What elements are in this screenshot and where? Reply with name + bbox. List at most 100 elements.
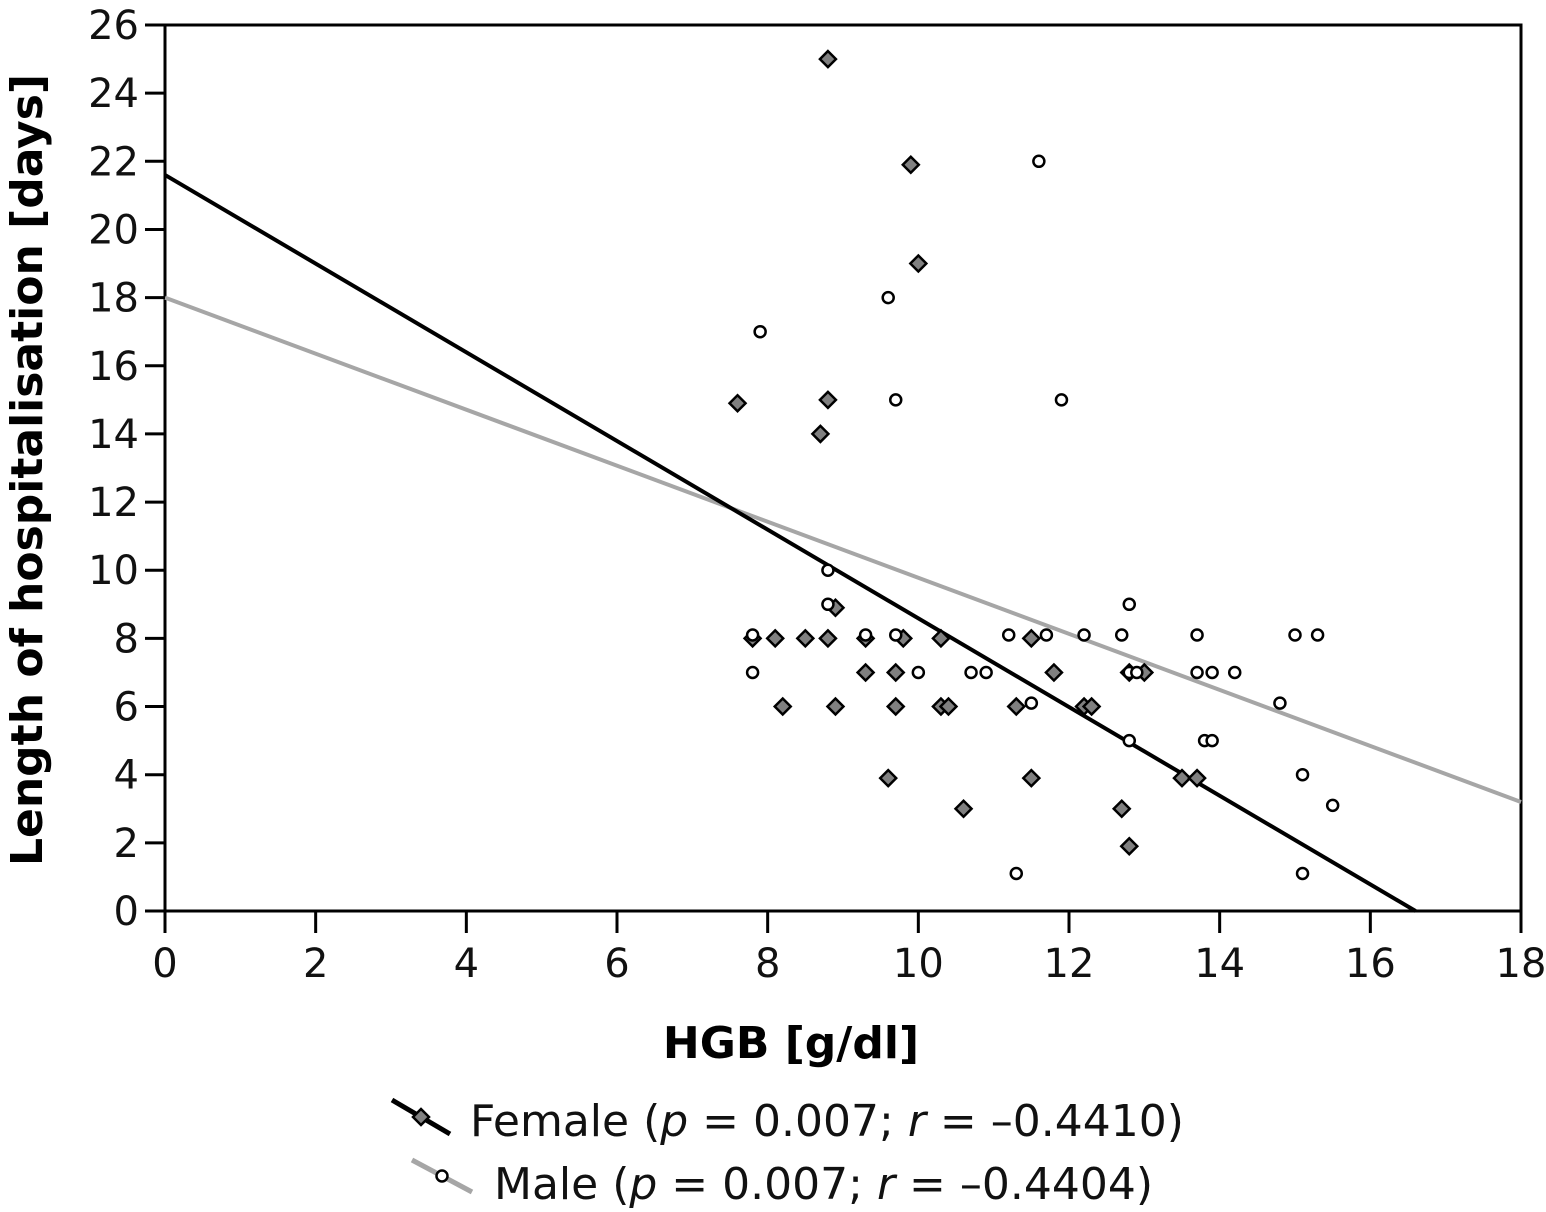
- female-point: [1021, 628, 1042, 649]
- male-legend-label: Male (p = 0.007; r = –0.4404): [494, 1159, 1153, 1210]
- y-tick-label: 22: [88, 139, 139, 185]
- y-tick-label: 6: [114, 685, 139, 731]
- male-point: [1039, 628, 1054, 642]
- female-legend-p-symbol: p: [659, 1096, 688, 1147]
- female-point: [1021, 768, 1042, 788]
- female-legend-r-symbol: r: [908, 1096, 929, 1147]
- male-point: [1001, 628, 1016, 642]
- x-tick-label: 8: [755, 941, 780, 987]
- female-point: [938, 696, 959, 717]
- female-point: [1044, 662, 1064, 683]
- male-legend-prefix: Male (: [494, 1159, 629, 1210]
- female-point: [1006, 696, 1027, 717]
- y-tick-label: 18: [88, 276, 139, 322]
- male-point: [1114, 628, 1129, 642]
- male-point: [979, 665, 993, 680]
- male-point: [858, 628, 873, 642]
- male-point: [1288, 628, 1302, 642]
- female-point: [885, 696, 906, 717]
- x-tick-label: 10: [893, 941, 944, 987]
- legend: Female (p = 0.007; r = –0.4410)Male (p =…: [390, 1096, 1184, 1210]
- female-point: [901, 154, 921, 175]
- male-point: [1077, 628, 1091, 642]
- y-axis-title: Length of hospitalisation [days]: [2, 74, 53, 866]
- y-tick-label: 10: [88, 548, 139, 594]
- female-legend-p-text: = 0.007;: [688, 1096, 908, 1147]
- plot-area: [163, 23, 1523, 913]
- male-point: [1310, 628, 1325, 642]
- female-point: [727, 393, 748, 414]
- male-point: [1122, 597, 1137, 612]
- y-tick-label: 20: [88, 207, 139, 253]
- male-point: [964, 665, 978, 680]
- female-point: [1111, 799, 1132, 819]
- x-tick-label: 14: [1194, 941, 1245, 987]
- female-point: [1172, 768, 1192, 788]
- male-point: [888, 628, 903, 642]
- male-point: [1054, 393, 1069, 407]
- y-tick-label: 24: [88, 71, 139, 117]
- male-point: [1122, 733, 1137, 748]
- y-tick-label: 16: [88, 344, 139, 390]
- male-point: [1130, 665, 1144, 680]
- x-tick-label: 12: [1044, 941, 1095, 987]
- x-tick-label: 6: [604, 941, 629, 987]
- male-legend-p-symbol: p: [628, 1159, 657, 1210]
- female-point: [818, 390, 838, 410]
- y-tick-label: 2: [114, 821, 139, 867]
- female-point: [953, 799, 974, 819]
- male-trend-line: [164, 295, 1522, 804]
- male-legend-r-text: = –0.4404): [895, 1159, 1153, 1210]
- x-tick-label: 16: [1345, 941, 1396, 987]
- male-point: [888, 393, 903, 407]
- female-point: [818, 49, 838, 69]
- male-point: [1190, 628, 1204, 642]
- x-tick-label: 2: [303, 941, 328, 987]
- x-tick-label: 0: [152, 941, 177, 987]
- female-point: [1187, 768, 1207, 788]
- male-point: [1295, 767, 1310, 782]
- y-tick-label: 0: [114, 889, 139, 935]
- male-point: [1009, 866, 1024, 881]
- data-markers: [727, 49, 1340, 881]
- male-point: [1024, 696, 1039, 710]
- x-tick-label: 4: [454, 941, 479, 987]
- female-point: [878, 768, 898, 788]
- female-legend-label: Female (p = 0.007; r = –0.4410): [470, 1096, 1184, 1147]
- y-tick-label: 4: [114, 753, 139, 799]
- male-point: [1325, 798, 1340, 813]
- female-legend-prefix: Female (: [470, 1096, 660, 1147]
- male-point: [1032, 154, 1046, 169]
- y-tick-label: 26: [88, 3, 139, 49]
- female-point: [765, 628, 785, 649]
- male-point: [1205, 665, 1219, 680]
- male-point: [881, 290, 895, 305]
- male-legend-marker: [435, 1169, 449, 1183]
- female-point: [795, 628, 816, 649]
- male-point: [821, 597, 835, 612]
- male-point: [745, 665, 760, 680]
- female-point: [810, 424, 831, 444]
- x-tick-label: 18: [1496, 941, 1546, 987]
- female-point: [885, 662, 906, 683]
- male-point: [1273, 696, 1287, 710]
- male-point: [1227, 665, 1242, 680]
- female-point: [1119, 836, 1140, 857]
- female-point: [855, 662, 876, 683]
- female-legend-marker: [411, 1107, 431, 1127]
- female-point: [1081, 696, 1102, 717]
- male-point: [911, 665, 926, 680]
- female-point: [931, 628, 951, 649]
- female-legend-r-text: = –0.4410): [926, 1096, 1184, 1147]
- x-axis-title: HGB [g/dl]: [663, 1018, 919, 1069]
- male-point: [1190, 665, 1204, 680]
- female-point: [825, 696, 846, 717]
- male-point: [745, 628, 760, 642]
- female-point: [772, 696, 793, 717]
- male-point: [1295, 866, 1310, 881]
- male-legend-p-text: = 0.007;: [657, 1159, 877, 1210]
- female-trend-line: [163, 173, 1417, 913]
